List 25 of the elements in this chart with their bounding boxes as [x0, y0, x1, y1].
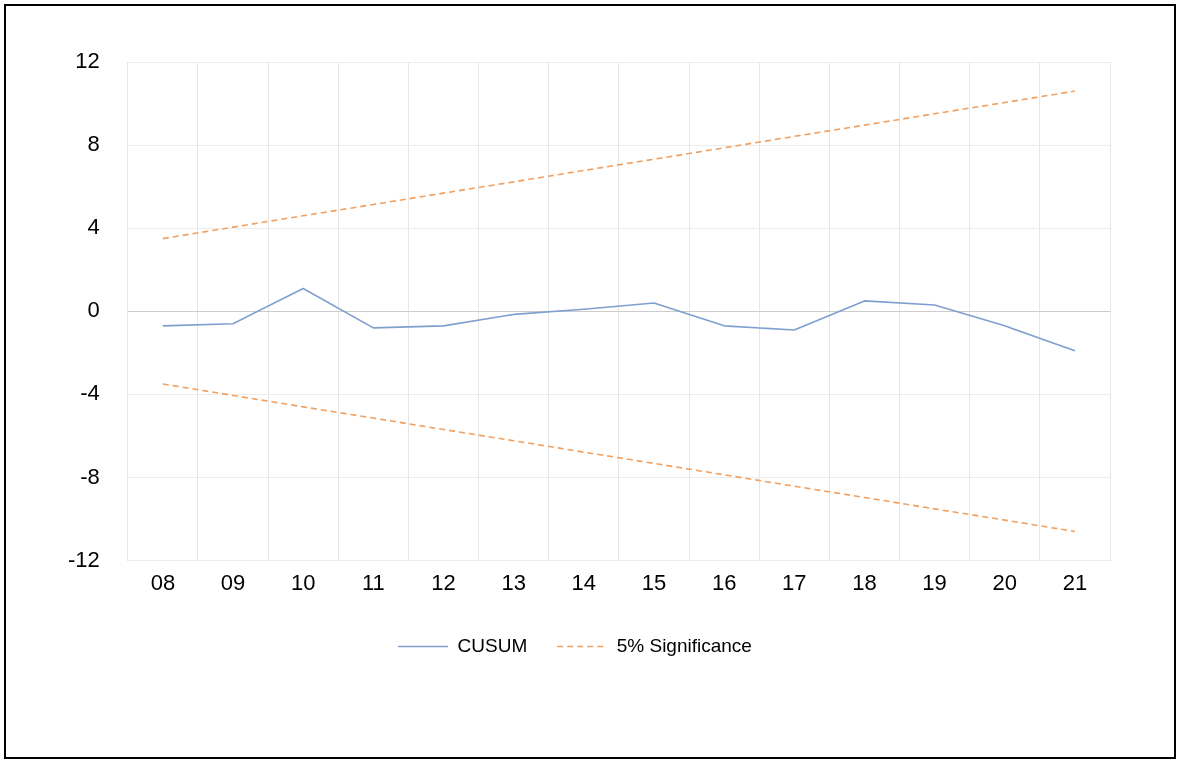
y-tick-label: -8: [80, 463, 100, 489]
legend-label: CUSUM: [457, 634, 528, 656]
x-tick-label: 15: [641, 569, 667, 595]
y-tick-label: 12: [75, 48, 100, 74]
legend-label: 5% Significance: [616, 634, 752, 656]
y-tick-label: 8: [87, 131, 100, 157]
y-tick-label: 0: [87, 297, 100, 323]
x-tick-label: 20: [992, 569, 1018, 595]
x-tick-label: 14: [571, 569, 597, 595]
x-tick-label: 10: [290, 569, 316, 595]
x-tick-label: 17: [782, 569, 807, 595]
x-tick-label: 13: [501, 569, 526, 595]
x-tick-label: 08: [150, 569, 176, 595]
x-tick-label: 19: [922, 569, 947, 595]
y-tick-label: -4: [80, 380, 100, 406]
x-tick-label: 21: [1062, 569, 1088, 595]
x-tick-label: 11: [361, 569, 385, 595]
line-series: [162, 383, 1076, 533]
y-tick-label: -12: [68, 546, 100, 572]
y-tick-label: 4: [87, 214, 100, 240]
line-series: [162, 90, 1076, 240]
x-tick-label: 16: [711, 569, 737, 595]
x-tick-label: 12: [431, 569, 456, 595]
x-tick-label: 09: [220, 569, 246, 595]
x-tick-label: 18: [852, 569, 877, 595]
